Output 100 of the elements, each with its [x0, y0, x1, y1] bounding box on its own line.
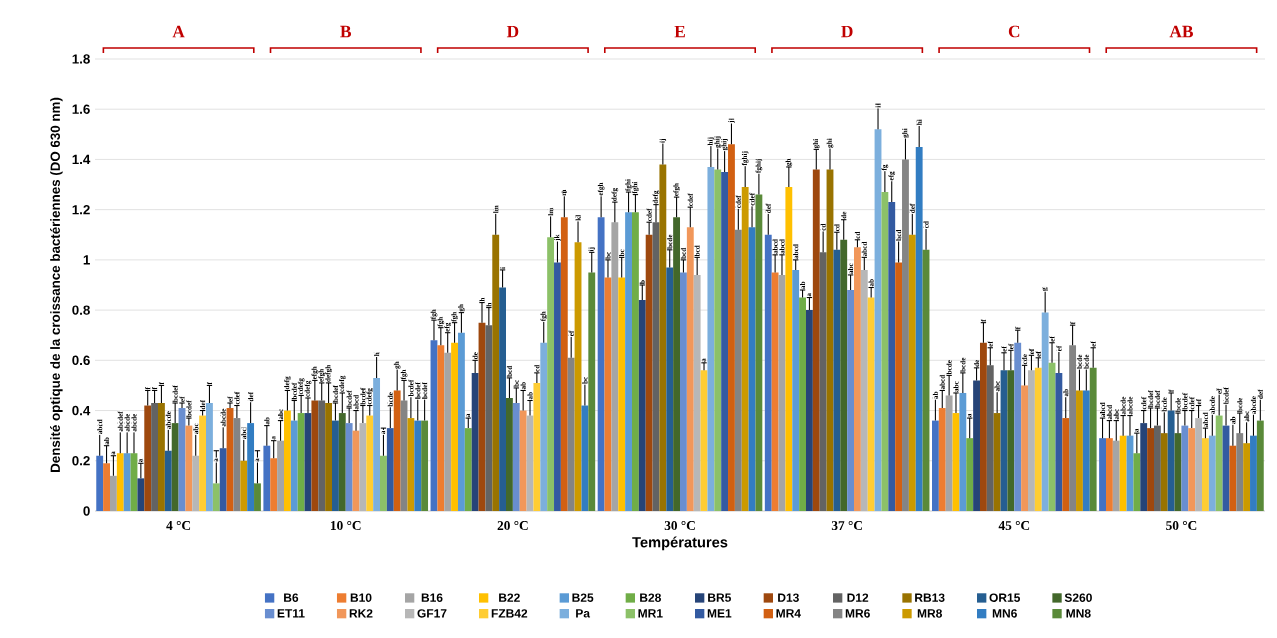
bar — [297, 413, 305, 511]
bar — [867, 297, 875, 511]
bar — [993, 413, 1001, 511]
legend-label: BR5 — [708, 593, 731, 602]
bar — [437, 345, 445, 511]
bar — [966, 438, 974, 511]
bar — [338, 413, 346, 511]
bar — [1112, 440, 1120, 511]
text: C — [1008, 25, 1020, 38]
legend-label: D12 — [847, 593, 869, 602]
y-tick-label: 1.2 — [72, 205, 90, 215]
bar — [611, 222, 619, 511]
bar — [451, 342, 458, 511]
legend-label: MR4 — [776, 609, 801, 618]
bar — [247, 423, 255, 511]
bar — [1007, 370, 1015, 511]
bar — [680, 272, 687, 511]
bar — [212, 483, 220, 511]
bar — [945, 395, 953, 511]
bar — [1099, 438, 1106, 511]
legend-label: B25 — [572, 593, 594, 602]
bar — [792, 269, 800, 511]
legend-label: MR6 — [845, 609, 870, 618]
text: D — [841, 25, 853, 38]
x-tick-label: 10 °C — [330, 521, 361, 531]
bar — [457, 332, 465, 511]
bar — [638, 300, 646, 511]
bar — [1154, 425, 1161, 511]
bar — [540, 342, 548, 511]
bar — [158, 403, 165, 511]
bar — [799, 297, 806, 511]
bar — [931, 420, 939, 511]
bar — [707, 166, 715, 511]
bar — [567, 357, 575, 511]
legend-label: FZB42 — [491, 609, 528, 618]
bar — [854, 247, 861, 511]
bar — [771, 272, 779, 511]
text: AB — [1169, 25, 1193, 38]
bar — [938, 408, 946, 511]
legend-label: D13 — [778, 593, 799, 602]
bar — [233, 418, 241, 511]
bar — [597, 217, 605, 511]
x-tick-label: 37 °C — [831, 521, 862, 531]
bar — [283, 410, 291, 511]
legend-label: OR15 — [989, 593, 1021, 602]
bar — [1243, 443, 1251, 511]
bar — [645, 234, 653, 511]
bar — [471, 372, 479, 511]
bar — [421, 420, 429, 511]
bar — [1140, 423, 1148, 511]
bar — [1215, 415, 1223, 511]
bar — [164, 450, 172, 511]
bar — [263, 445, 271, 511]
bar — [902, 159, 909, 511]
bar — [240, 460, 248, 511]
bar — [1069, 345, 1077, 511]
y-tick-label: 0.4 — [72, 405, 91, 416]
bar — [693, 274, 701, 511]
bar — [625, 212, 632, 511]
bar — [103, 463, 110, 511]
bar — [908, 234, 916, 511]
x-tick-label: 45 °C — [998, 521, 1030, 531]
text: D — [506, 25, 519, 38]
bar — [1195, 418, 1203, 511]
legend-label: MR8 — [917, 609, 942, 618]
bar — [464, 428, 472, 511]
bar — [1062, 418, 1070, 511]
bar — [979, 342, 987, 511]
text: E — [674, 25, 685, 38]
bar — [123, 453, 131, 511]
bar — [819, 252, 827, 511]
bar — [1202, 438, 1209, 511]
bar — [860, 269, 868, 511]
bar — [895, 262, 903, 511]
legend-label: MR1 — [638, 609, 663, 618]
bar — [1034, 367, 1042, 511]
bar — [151, 403, 158, 511]
bar — [345, 423, 353, 511]
bar — [888, 202, 896, 511]
bar — [499, 287, 506, 511]
y-tick-label: 1 — [83, 255, 90, 265]
bar — [1119, 435, 1127, 511]
bar — [812, 169, 820, 511]
bar — [137, 478, 145, 511]
x-tick-label: 20 °C — [497, 521, 528, 531]
bar — [1105, 438, 1113, 511]
bar — [116, 453, 124, 511]
bar — [1208, 435, 1216, 511]
bar — [96, 455, 104, 511]
bar — [805, 310, 813, 511]
bar — [764, 234, 772, 511]
legend-label: S260 — [1064, 593, 1092, 602]
legend-label: RK2 — [349, 609, 373, 618]
legend-label: ET11 — [277, 609, 305, 618]
bar — [1028, 370, 1035, 511]
bar — [393, 390, 401, 511]
bar — [881, 192, 889, 511]
bar — [492, 234, 500, 511]
bar — [686, 227, 694, 511]
bar — [1076, 390, 1083, 511]
